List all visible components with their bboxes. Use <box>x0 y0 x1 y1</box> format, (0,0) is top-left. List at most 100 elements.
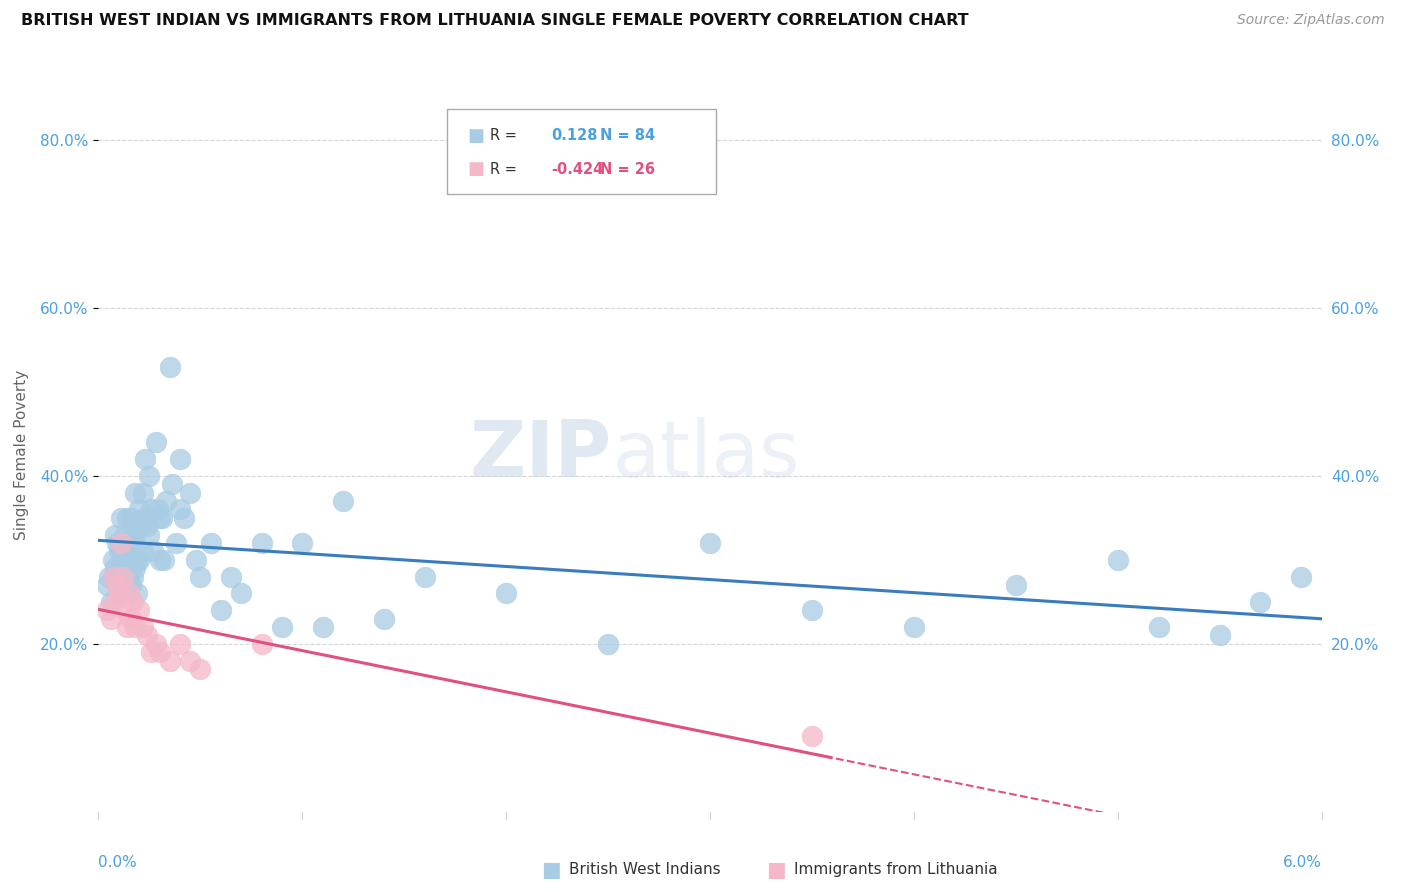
Point <box>150 511 173 525</box>
Point <box>169 637 191 651</box>
Point <box>141 502 163 516</box>
Point <box>141 645 163 659</box>
Point <box>145 637 167 651</box>
Point <box>101 569 124 583</box>
Text: 0.0%: 0.0% <box>98 855 138 870</box>
Point <box>1291 569 1313 583</box>
Point <box>110 536 132 550</box>
Point <box>124 561 146 575</box>
Text: Immigrants from Lithuania: Immigrants from Lithuania <box>794 863 998 877</box>
Point <box>118 553 141 567</box>
Point <box>495 586 517 600</box>
Point <box>155 494 177 508</box>
Point <box>111 578 134 592</box>
Point <box>1147 620 1170 634</box>
Point <box>120 578 142 592</box>
Point <box>132 620 155 634</box>
Point <box>200 536 222 550</box>
Point <box>128 553 150 567</box>
Point <box>122 536 145 550</box>
Point <box>129 519 152 533</box>
Point <box>108 586 131 600</box>
Point <box>1107 553 1129 567</box>
FancyBboxPatch shape <box>447 109 716 194</box>
Text: ZIP: ZIP <box>470 417 612 493</box>
Point <box>1208 628 1230 642</box>
Point <box>1249 595 1271 609</box>
Point <box>122 569 145 583</box>
Point <box>142 544 165 558</box>
Point <box>128 502 150 516</box>
Point <box>122 519 145 533</box>
Text: ■: ■ <box>766 860 786 880</box>
Text: -0.424: -0.424 <box>551 162 603 177</box>
Text: British West Indians: British West Indians <box>569 863 721 877</box>
Point <box>127 586 149 600</box>
Point <box>219 569 242 583</box>
Point <box>118 586 141 600</box>
Text: R =: R = <box>489 162 522 177</box>
Text: ■: ■ <box>468 127 485 145</box>
Point <box>165 536 187 550</box>
Point <box>159 359 181 374</box>
Text: Source: ZipAtlas.com: Source: ZipAtlas.com <box>1237 13 1385 28</box>
Point <box>136 519 159 533</box>
Point <box>104 595 127 609</box>
Point <box>291 536 314 550</box>
Y-axis label: Single Female Poverty: Single Female Poverty <box>14 370 30 540</box>
Point <box>127 553 149 567</box>
Point <box>134 511 156 525</box>
Point <box>100 595 122 609</box>
Point <box>108 569 131 583</box>
Point <box>115 553 138 567</box>
Point <box>159 654 181 668</box>
Point <box>105 536 128 550</box>
Point <box>149 511 172 525</box>
Point <box>134 452 156 467</box>
Point <box>1004 578 1026 592</box>
Point <box>104 561 127 575</box>
Point <box>169 452 191 467</box>
Point <box>110 553 132 567</box>
Point <box>118 536 141 550</box>
Point <box>100 612 122 626</box>
Text: N = 26: N = 26 <box>600 162 655 177</box>
Point <box>111 569 134 583</box>
Point <box>229 586 253 600</box>
Point <box>801 603 824 617</box>
Point <box>596 637 619 651</box>
Point <box>149 645 172 659</box>
Point <box>96 603 118 617</box>
Point <box>128 603 150 617</box>
Point <box>108 544 131 558</box>
Point <box>96 578 118 592</box>
Point <box>114 561 136 575</box>
Text: BRITISH WEST INDIAN VS IMMIGRANTS FROM LITHUANIA SINGLE FEMALE POVERTY CORRELATI: BRITISH WEST INDIAN VS IMMIGRANTS FROM L… <box>21 13 969 29</box>
Point <box>270 620 292 634</box>
Point <box>173 511 195 525</box>
Point <box>108 586 131 600</box>
Point <box>132 485 155 500</box>
Text: ■: ■ <box>468 161 485 178</box>
Point <box>250 536 273 550</box>
Point <box>114 527 136 541</box>
Text: N = 84: N = 84 <box>600 128 655 144</box>
Text: R =: R = <box>489 128 522 144</box>
Text: 0.128: 0.128 <box>551 128 598 144</box>
Point <box>120 511 142 525</box>
Point <box>311 620 335 634</box>
Point <box>179 654 201 668</box>
Point <box>138 527 160 541</box>
Point <box>160 477 183 491</box>
Point <box>132 544 155 558</box>
Point <box>120 612 142 626</box>
Point <box>179 485 201 500</box>
Text: 6.0%: 6.0% <box>1282 855 1322 870</box>
Point <box>124 620 146 634</box>
Point <box>115 620 138 634</box>
Point <box>250 637 273 651</box>
Point <box>186 553 208 567</box>
Point <box>124 485 146 500</box>
Point <box>373 612 395 626</box>
Text: ■: ■ <box>541 860 561 880</box>
